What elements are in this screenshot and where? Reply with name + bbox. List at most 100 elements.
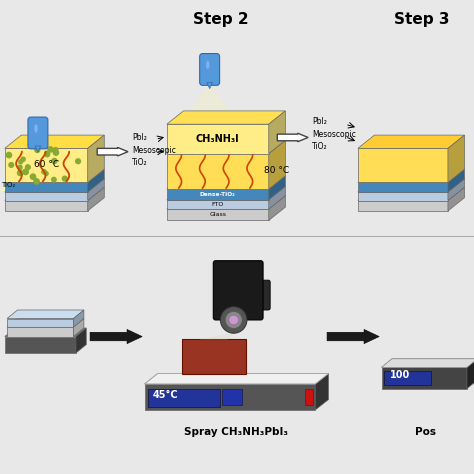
Polygon shape: [5, 201, 88, 211]
Circle shape: [225, 311, 242, 328]
Polygon shape: [467, 359, 474, 389]
Text: PbI₂: PbI₂: [132, 133, 146, 142]
Text: 60 °C: 60 °C: [34, 160, 59, 169]
Polygon shape: [358, 192, 448, 201]
Circle shape: [26, 165, 30, 170]
Text: FTO: FTO: [211, 202, 224, 207]
Text: Step 3: Step 3: [394, 12, 450, 27]
Polygon shape: [73, 310, 84, 327]
Text: Dense-TiO₂: Dense-TiO₂: [200, 192, 236, 197]
Polygon shape: [7, 327, 73, 337]
Polygon shape: [382, 359, 474, 367]
FancyBboxPatch shape: [182, 339, 246, 374]
Polygon shape: [167, 111, 285, 124]
FancyBboxPatch shape: [200, 54, 219, 85]
Polygon shape: [167, 140, 285, 154]
Circle shape: [21, 157, 25, 161]
Circle shape: [42, 170, 46, 174]
FancyBboxPatch shape: [305, 389, 313, 405]
Circle shape: [76, 159, 81, 164]
Polygon shape: [448, 169, 465, 192]
Text: TiO₂: TiO₂: [312, 142, 328, 151]
Polygon shape: [7, 319, 73, 327]
Circle shape: [54, 147, 58, 152]
Polygon shape: [269, 186, 285, 209]
Polygon shape: [269, 196, 285, 220]
Ellipse shape: [206, 61, 210, 69]
Polygon shape: [358, 201, 448, 211]
Text: Step 2: Step 2: [192, 12, 248, 27]
FancyBboxPatch shape: [222, 389, 242, 405]
Circle shape: [52, 158, 57, 164]
Text: TiO₂: TiO₂: [1, 182, 15, 188]
Circle shape: [19, 160, 23, 164]
Polygon shape: [88, 187, 104, 211]
Polygon shape: [5, 179, 104, 192]
Text: 100: 100: [390, 370, 410, 380]
Polygon shape: [358, 179, 465, 192]
Text: PbI₂: PbI₂: [312, 117, 327, 126]
Polygon shape: [327, 329, 379, 344]
Circle shape: [63, 176, 67, 181]
Polygon shape: [167, 200, 269, 209]
Polygon shape: [5, 328, 86, 337]
Polygon shape: [167, 196, 285, 209]
Polygon shape: [5, 148, 88, 182]
FancyBboxPatch shape: [253, 280, 270, 310]
Polygon shape: [88, 179, 104, 201]
Text: Glass: Glass: [210, 212, 226, 217]
Circle shape: [44, 172, 48, 175]
Polygon shape: [358, 135, 465, 148]
Circle shape: [6, 153, 11, 158]
Circle shape: [23, 169, 28, 174]
Circle shape: [18, 170, 23, 176]
Text: Pos: Pos: [415, 427, 436, 438]
Polygon shape: [269, 140, 285, 189]
Polygon shape: [76, 328, 86, 353]
Circle shape: [45, 152, 50, 157]
Circle shape: [30, 174, 36, 179]
Text: 45°C: 45°C: [152, 390, 178, 400]
Polygon shape: [88, 169, 104, 192]
Text: CH₃NH₃I: CH₃NH₃I: [196, 134, 240, 144]
Polygon shape: [269, 176, 285, 200]
Polygon shape: [5, 182, 88, 192]
Polygon shape: [173, 85, 246, 132]
Circle shape: [35, 147, 40, 153]
Circle shape: [18, 165, 22, 170]
Polygon shape: [7, 310, 84, 319]
Polygon shape: [199, 333, 234, 339]
Polygon shape: [382, 367, 467, 389]
FancyBboxPatch shape: [384, 371, 431, 385]
Polygon shape: [167, 189, 269, 200]
Text: Spray CH₃NH₃PbI₃: Spray CH₃NH₃PbI₃: [183, 427, 288, 438]
Circle shape: [229, 315, 238, 325]
Polygon shape: [448, 135, 465, 182]
Polygon shape: [358, 187, 465, 201]
Polygon shape: [0, 148, 76, 191]
Text: Mesoscopic: Mesoscopic: [312, 129, 356, 138]
Polygon shape: [207, 82, 212, 89]
Circle shape: [48, 147, 53, 152]
FancyBboxPatch shape: [213, 261, 263, 320]
Polygon shape: [35, 146, 41, 152]
Circle shape: [53, 150, 59, 155]
Polygon shape: [358, 182, 448, 192]
Polygon shape: [73, 319, 84, 337]
Text: Mesoscopic: Mesoscopic: [132, 146, 176, 155]
Circle shape: [45, 151, 49, 155]
Polygon shape: [145, 374, 328, 384]
Polygon shape: [5, 192, 88, 201]
Polygon shape: [7, 319, 84, 327]
Polygon shape: [315, 374, 328, 410]
Polygon shape: [88, 135, 104, 182]
FancyBboxPatch shape: [148, 389, 220, 407]
Polygon shape: [167, 209, 269, 220]
FancyBboxPatch shape: [28, 117, 48, 149]
Polygon shape: [145, 374, 328, 384]
Polygon shape: [358, 169, 465, 182]
Polygon shape: [90, 329, 142, 344]
Polygon shape: [167, 176, 285, 189]
Polygon shape: [5, 135, 104, 148]
Polygon shape: [97, 147, 128, 156]
